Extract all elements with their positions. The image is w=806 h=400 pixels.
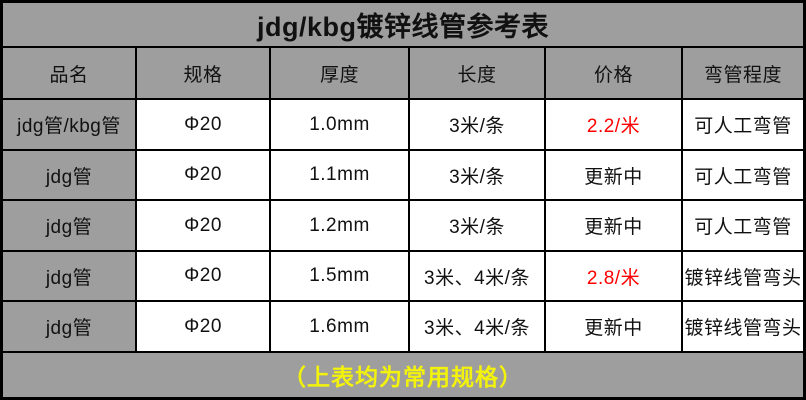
column-header-bend: 弯管程度	[683, 48, 803, 100]
column-header-thickness: 厚度	[271, 48, 410, 100]
row5-length-cell: 3米、4米/条	[410, 302, 546, 353]
row1-product-cell: jdg管/kbg管	[3, 100, 137, 151]
column-header-product: 品名	[3, 48, 137, 100]
row4-length-cell: 3米、4米/条	[410, 252, 546, 302]
row5-thickness-cell: 1.6mm	[271, 302, 410, 353]
column-header-price: 价格	[546, 48, 683, 100]
row2-thickness-cell: 1.1mm	[271, 151, 410, 201]
row1-price-cell: 2.2/米	[546, 100, 683, 151]
row1-length-cell: 3米/条	[410, 100, 546, 151]
row2-bend-cell: 可人工弯管	[683, 151, 803, 201]
row5-spec-cell: Φ20	[137, 302, 271, 353]
row2-product-cell: jdg管	[3, 151, 137, 201]
row4-price-cell: 2.8/米	[546, 252, 683, 302]
row2-length-cell: 3米/条	[410, 151, 546, 201]
row5-bend-cell: 镀锌线管弯头	[683, 302, 803, 353]
row4-thickness-cell: 1.5mm	[271, 252, 410, 302]
column-header-length: 长度	[410, 48, 546, 100]
row5-price-cell: 更新中	[546, 302, 683, 353]
row4-spec-cell: Φ20	[137, 252, 271, 302]
row4-bend-cell: 镀锌线管弯头	[683, 252, 803, 302]
column-header-spec: 规格	[137, 48, 271, 100]
row1-spec-cell: Φ20	[137, 100, 271, 151]
row3-product-cell: jdg管	[3, 201, 137, 252]
row2-price-cell: 更新中	[546, 151, 683, 201]
row3-bend-cell: 可人工弯管	[683, 201, 803, 252]
row5-product-cell: jdg管	[3, 302, 137, 353]
row3-price-cell: 更新中	[546, 201, 683, 252]
row1-bend-cell: 可人工弯管	[683, 100, 803, 151]
footer-note: （上表均为常用规格）	[3, 353, 803, 397]
table-title: jdg/kbg镀锌线管参考表	[3, 3, 803, 48]
row3-length-cell: 3米/条	[410, 201, 546, 252]
row2-spec-cell: Φ20	[137, 151, 271, 201]
row3-thickness-cell: 1.2mm	[271, 201, 410, 252]
row1-thickness-cell: 1.0mm	[271, 100, 410, 151]
row3-spec-cell: Φ20	[137, 201, 271, 252]
row4-product-cell: jdg管	[3, 252, 137, 302]
